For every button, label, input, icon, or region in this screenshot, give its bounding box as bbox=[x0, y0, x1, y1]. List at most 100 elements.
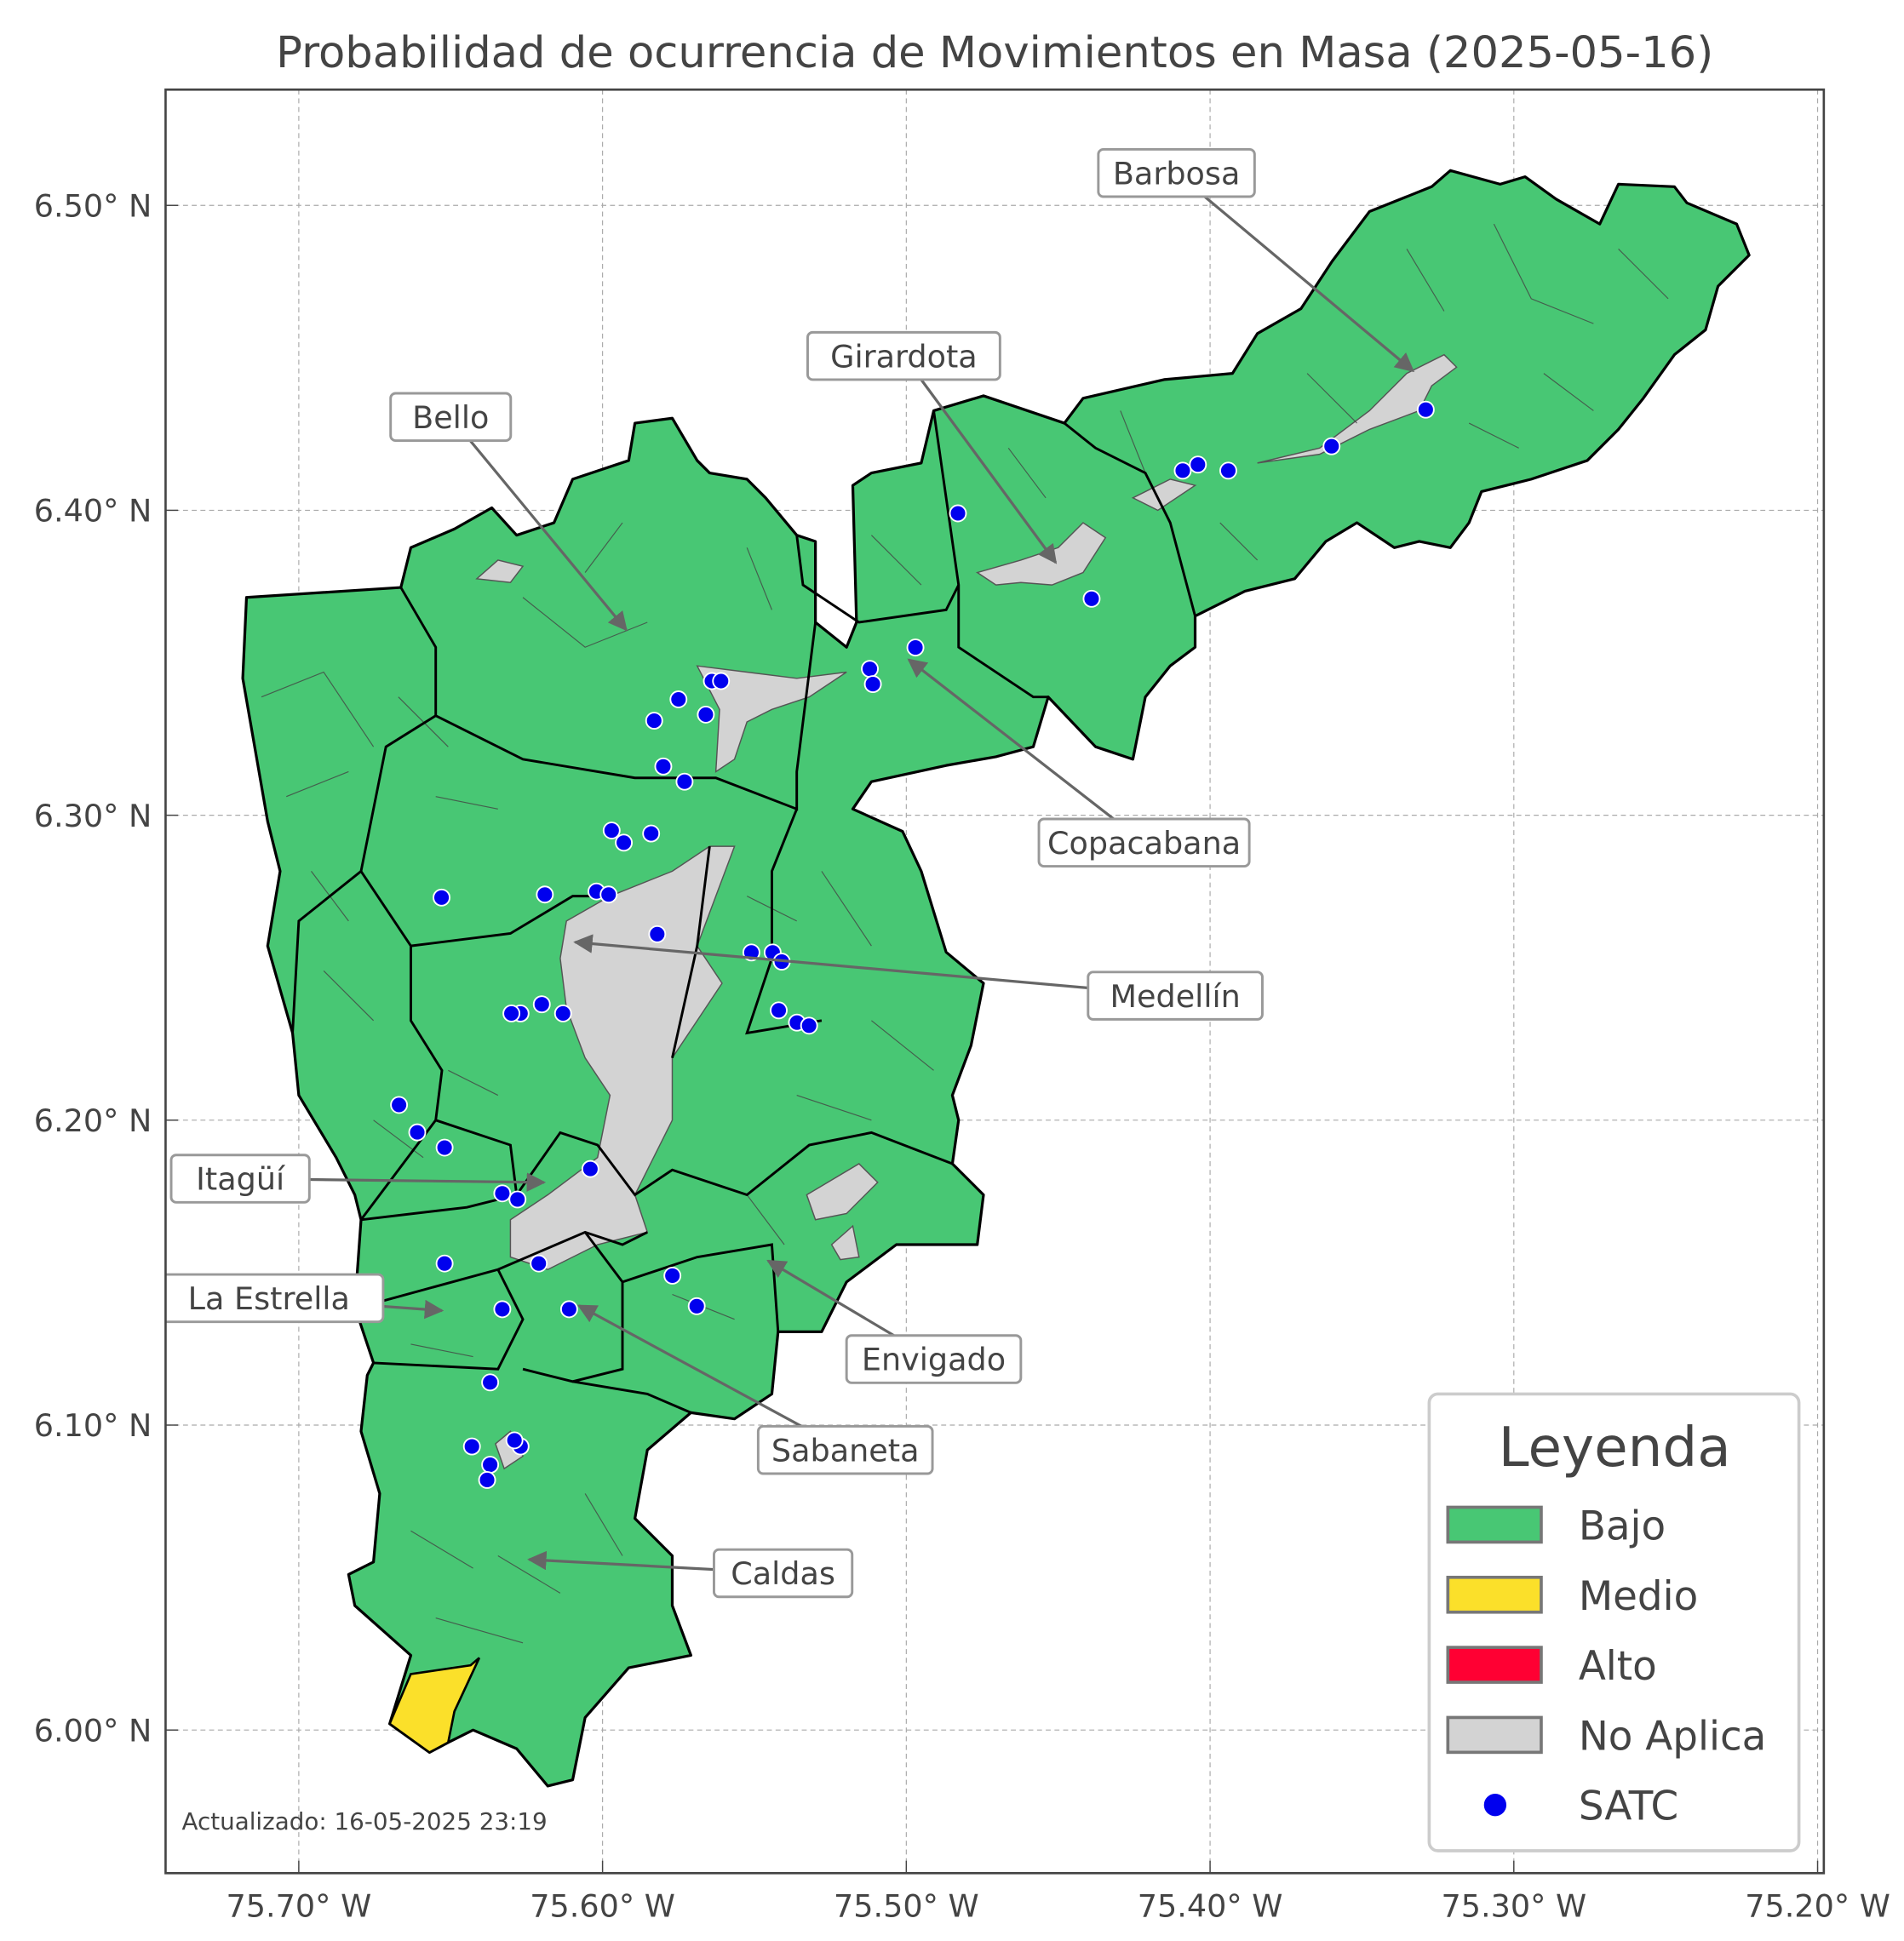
annotation-box bbox=[389, 392, 513, 443]
satc-station-point[interactable] bbox=[433, 888, 451, 907]
satc-station-point[interactable] bbox=[390, 1096, 409, 1114]
annotation-envigado: Envigado bbox=[766, 1259, 1023, 1384]
annotation-box bbox=[165, 1273, 385, 1324]
satc-station-point[interactable] bbox=[408, 1123, 427, 1142]
annotation-bello: Bello bbox=[389, 392, 628, 632]
y-tick-label: 6.20° N bbox=[34, 1102, 152, 1139]
axes-frame bbox=[164, 88, 1826, 1875]
annotation-box bbox=[1037, 817, 1251, 868]
satc-station-point[interactable] bbox=[508, 1190, 527, 1209]
satc-station-point[interactable] bbox=[493, 1184, 512, 1203]
annotation-label: Envigado bbox=[862, 1342, 1006, 1378]
satc-station-point[interactable] bbox=[536, 885, 554, 904]
annotation-box bbox=[1097, 147, 1256, 198]
satc-station-point[interactable] bbox=[654, 757, 673, 776]
annotation-label: Bello bbox=[412, 399, 489, 436]
satc-station-point[interactable] bbox=[1219, 461, 1237, 480]
satc-station-point[interactable] bbox=[462, 1437, 481, 1456]
satc-station-point[interactable] bbox=[581, 1159, 599, 1178]
annotation-label: Caldas bbox=[731, 1555, 835, 1592]
x-tick-label: 75.70° W bbox=[227, 1887, 372, 1924]
y-tick-label: 6.50° N bbox=[34, 187, 152, 224]
annotation-box bbox=[169, 1154, 311, 1204]
x-tick-label: 75.30° W bbox=[1441, 1887, 1586, 1924]
satc-station-point[interactable] bbox=[1082, 589, 1101, 608]
satc-station-point[interactable] bbox=[712, 672, 731, 690]
annotation-label: La Estrella bbox=[188, 1280, 350, 1317]
annotation-label: Barbosa bbox=[1113, 155, 1241, 192]
satc-station-point[interactable] bbox=[800, 1016, 818, 1035]
annotation-arrow bbox=[450, 415, 628, 632]
region-medio bbox=[387, 1657, 481, 1755]
legend-swatch bbox=[1446, 1646, 1543, 1684]
legend-label: No Aplica bbox=[1579, 1714, 1767, 1760]
legend-item-alto: Alto bbox=[1446, 1644, 1657, 1690]
annotation-box bbox=[713, 1548, 854, 1599]
satc-station-point[interactable] bbox=[435, 1138, 454, 1157]
annotation-box bbox=[1087, 970, 1264, 1021]
annotation-arrow bbox=[573, 934, 1176, 998]
annotation-box bbox=[756, 1424, 934, 1475]
legend-label: SATC bbox=[1579, 1784, 1678, 1830]
satc-station-point[interactable] bbox=[1322, 437, 1341, 455]
legend-swatch bbox=[1446, 1715, 1543, 1755]
x-tick-label: 75.50° W bbox=[834, 1887, 979, 1924]
legend-title: Leyenda bbox=[1499, 1416, 1731, 1480]
satc-station-point[interactable] bbox=[1189, 455, 1207, 474]
axis-ticks: 75.70° W 75.60° W 75.50° W 75.40° W 75.30° W… bbox=[34, 187, 1890, 1924]
satc-station-point[interactable] bbox=[481, 1456, 500, 1474]
annotation-arrow bbox=[1175, 171, 1415, 373]
satc-station-point[interactable] bbox=[559, 1300, 578, 1319]
satc-station-point[interactable] bbox=[675, 772, 694, 791]
annotation-label: Copacabana bbox=[1047, 825, 1241, 862]
satc-station-point[interactable] bbox=[645, 712, 663, 730]
annotation-box bbox=[845, 1334, 1023, 1384]
satc-station-point[interactable] bbox=[532, 995, 551, 1014]
annotation-label: Sabaneta bbox=[771, 1432, 920, 1469]
satc-station-point[interactable] bbox=[697, 705, 715, 724]
satc-station-point[interactable] bbox=[553, 1004, 572, 1022]
satc-station-point[interactable] bbox=[687, 1297, 706, 1315]
annotation-itag-: Itagüí bbox=[169, 1154, 547, 1204]
satc-stations bbox=[390, 400, 1435, 1489]
satc-station-point[interactable] bbox=[770, 1001, 788, 1020]
annotation-label: Girardota bbox=[830, 338, 978, 375]
satc-station-point[interactable] bbox=[502, 1004, 521, 1022]
satc-station-point[interactable] bbox=[669, 690, 688, 708]
satc-station-point[interactable] bbox=[1416, 400, 1435, 419]
satc-station-point[interactable] bbox=[863, 675, 882, 694]
legend-item-bajo: Bajo bbox=[1446, 1504, 1666, 1550]
satc-station-point[interactable] bbox=[1173, 461, 1192, 480]
legend-marker bbox=[1483, 1794, 1507, 1817]
satc-station-point[interactable] bbox=[861, 660, 879, 678]
annotation-box bbox=[806, 330, 1001, 381]
legend-item-no-aplica: No Aplica bbox=[1446, 1714, 1767, 1760]
annotation-label: Medellín bbox=[1110, 978, 1240, 1015]
legend: Leyenda Bajo Medio Alto No Aplica SATC bbox=[1427, 1392, 1801, 1852]
annotation-medell-n: Medellín bbox=[573, 934, 1264, 1021]
satc-station-point[interactable] bbox=[530, 1254, 548, 1273]
satc-station-point[interactable] bbox=[663, 1267, 682, 1285]
satc-station-point[interactable] bbox=[615, 833, 634, 852]
satc-station-point[interactable] bbox=[481, 1373, 500, 1392]
satc-station-point[interactable] bbox=[493, 1300, 512, 1319]
annotation-label: Itagüí bbox=[196, 1161, 286, 1198]
annotation-sabaneta: Sabaneta bbox=[576, 1304, 934, 1475]
satc-station-point[interactable] bbox=[642, 824, 661, 843]
chart-title: Probabilidad de ocurrencia de Movimiento… bbox=[276, 28, 1713, 78]
satc-station-point[interactable] bbox=[599, 885, 618, 904]
legend-label: Medio bbox=[1579, 1574, 1698, 1620]
satc-station-point[interactable] bbox=[949, 504, 967, 523]
satc-station-point[interactable] bbox=[505, 1431, 524, 1450]
x-tick-label: 75.20° W bbox=[1745, 1887, 1890, 1924]
satc-station-point[interactable] bbox=[906, 638, 925, 657]
satc-station-point[interactable] bbox=[435, 1254, 454, 1273]
legend-swatch bbox=[1446, 1505, 1543, 1544]
y-tick-label: 6.10° N bbox=[34, 1407, 152, 1444]
satc-station-point[interactable] bbox=[478, 1471, 496, 1489]
satc-station-point[interactable] bbox=[602, 822, 621, 839]
x-tick-label: 75.60° W bbox=[530, 1887, 675, 1924]
legend-label: Alto bbox=[1579, 1644, 1657, 1690]
satc-station-point[interactable] bbox=[648, 925, 667, 943]
